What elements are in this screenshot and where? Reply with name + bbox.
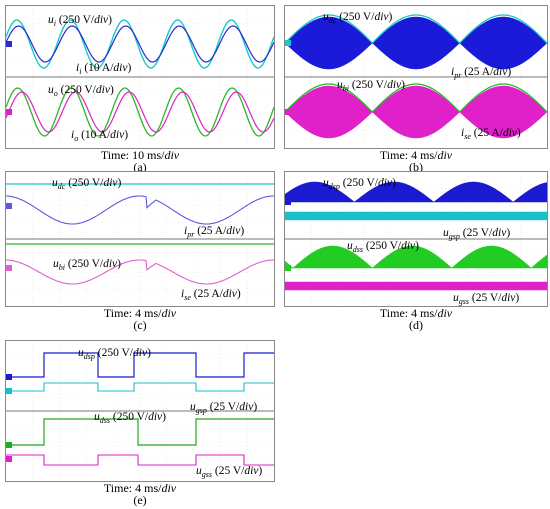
label-io: io (10 A/div) bbox=[71, 129, 129, 143]
label-udss-d: udss (250 V/div) bbox=[347, 240, 420, 254]
trace-uo bbox=[6, 87, 274, 137]
label-ise-c: ise (25 A/div) bbox=[181, 288, 241, 302]
scope-panel-a: ui (250 V/div) ii (10 A/div) uo (250 V/d… bbox=[5, 5, 275, 174]
channel-marker bbox=[6, 442, 12, 448]
channel-marker bbox=[6, 41, 12, 47]
scope-grid bbox=[6, 341, 274, 481]
channel-marker bbox=[6, 203, 12, 209]
time-scale-e: Time: 4 ms/div bbox=[103, 481, 177, 495]
channel-marker bbox=[6, 265, 12, 271]
scope-panel-e: udsp (250 V/div) ugsp (25 V/div) udss (2… bbox=[5, 340, 275, 507]
trace-ipr bbox=[6, 195, 274, 225]
time-scale-b: Time: 4 ms/div bbox=[379, 148, 453, 162]
channel-marker bbox=[285, 109, 291, 115]
trace-udc bbox=[285, 14, 547, 44]
scope-grid bbox=[6, 172, 274, 306]
trace-udss bbox=[285, 245, 547, 269]
trace-ugss bbox=[285, 281, 547, 291]
waveform-plot-a bbox=[6, 6, 274, 148]
trace-ugss bbox=[6, 454, 274, 466]
trace-ise bbox=[6, 259, 274, 285]
time-scale-d: Time: 4 ms/div bbox=[379, 306, 453, 320]
label-ii: ii (10 A/div) bbox=[76, 62, 132, 76]
label-udss-e: udss (250 V/div) bbox=[94, 411, 167, 425]
caption-a: (a) bbox=[133, 160, 147, 174]
trace-ubi bbox=[285, 83, 547, 113]
oscilloscope-screen-a: ui (250 V/div) ii (10 A/div) uo (250 V/d… bbox=[5, 5, 275, 149]
channel-marker bbox=[285, 265, 291, 271]
trace-ui bbox=[6, 19, 274, 69]
channel-marker bbox=[285, 283, 291, 289]
label-ugss-e: ugss (25 V/div) bbox=[196, 465, 263, 479]
trace-ii bbox=[6, 25, 274, 63]
label-udc-b: udc (250 V/div) bbox=[323, 11, 393, 25]
oscilloscope-screen-d: udsp (250 V/div) ugsp (25 V/div) udss (2… bbox=[284, 171, 548, 307]
caption-b: (b) bbox=[409, 160, 423, 174]
label-udsp-e: udsp (250 V/div) bbox=[78, 347, 151, 361]
trace-ugsp bbox=[285, 211, 547, 221]
time-scale-c: Time: 4 ms/div bbox=[103, 306, 177, 320]
channel-marker bbox=[285, 213, 291, 219]
waveform-plot-e bbox=[6, 341, 274, 481]
scope-panel-c: udc (250 V/div) ipr (25 A/div) ubi (250 … bbox=[5, 171, 275, 333]
trace-udsp bbox=[6, 352, 274, 378]
trace-udss bbox=[6, 418, 274, 446]
scope-grid bbox=[6, 6, 274, 148]
label-ugss-d: ugss (25 V/div) bbox=[453, 292, 520, 306]
oscilloscope-screen-e: udsp (250 V/div) ugsp (25 V/div) udss (2… bbox=[5, 340, 275, 482]
channel-marker bbox=[285, 40, 291, 46]
waveform-plot-b bbox=[285, 6, 547, 148]
channel-marker bbox=[6, 456, 12, 462]
trace-udsp bbox=[285, 181, 547, 203]
scope-panel-b: udc (250 V/div) ipr (25 A/div) ubi (250 … bbox=[284, 5, 548, 174]
scope-grid bbox=[285, 6, 547, 148]
waveform-plot-c bbox=[6, 172, 274, 306]
channel-marker bbox=[6, 109, 12, 115]
label-ise-b: ise (25 A/div) bbox=[461, 127, 521, 141]
label-ipr-b: ipr (25 A/div) bbox=[451, 66, 512, 80]
label-udsp-d: udsp (250 V/div) bbox=[323, 177, 396, 191]
scope-grid bbox=[285, 172, 547, 306]
oscilloscope-screen-c: udc (250 V/div) ipr (25 A/div) ubi (250 … bbox=[5, 171, 275, 307]
label-udc-c: udc (250 V/div) bbox=[52, 177, 122, 191]
caption-c: (c) bbox=[133, 318, 147, 332]
time-scale-a: Time: 10 ms/div bbox=[100, 148, 180, 162]
label-ipr-c: ipr (25 A/div) bbox=[184, 225, 245, 239]
caption-e: (e) bbox=[133, 493, 147, 507]
waveform-plot-d bbox=[285, 172, 547, 306]
label-uo: uo (250 V/div) bbox=[48, 84, 114, 98]
label-ubi-b: ubi (250 V/div) bbox=[337, 79, 406, 93]
oscilloscope-screen-b: udc (250 V/div) ipr (25 A/div) ubi (250 … bbox=[284, 5, 548, 149]
label-ui: ui (250 V/div) bbox=[48, 14, 113, 28]
trace-ugsp bbox=[6, 382, 274, 392]
trace-io bbox=[6, 91, 274, 133]
channel-marker bbox=[6, 374, 12, 380]
caption-d: (d) bbox=[409, 318, 423, 332]
scope-panel-d: udsp (250 V/div) ugsp (25 V/div) udss (2… bbox=[284, 171, 548, 333]
channel-marker bbox=[6, 388, 12, 394]
label-ubi-c: ubi (250 V/div) bbox=[53, 258, 122, 272]
label-ugsp-d: ugsp (25 V/div) bbox=[443, 227, 511, 241]
channel-marker bbox=[285, 199, 291, 205]
label-ugsp-e: ugsp (25 V/div) bbox=[190, 401, 258, 415]
